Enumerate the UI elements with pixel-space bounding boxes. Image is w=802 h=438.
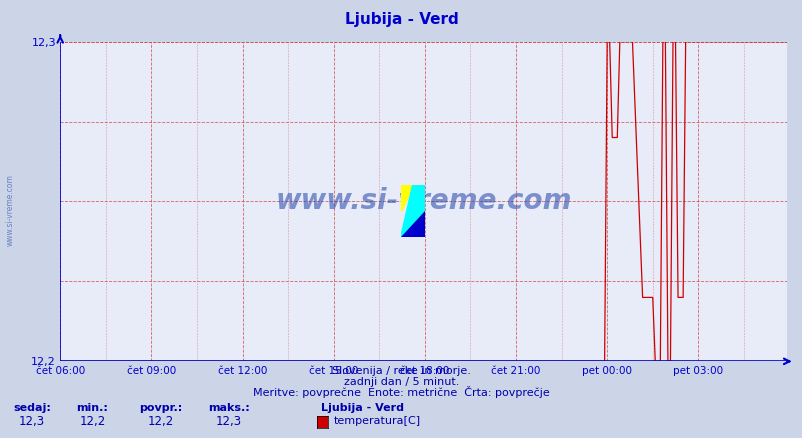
- Text: temperatura[C]: temperatura[C]: [333, 417, 419, 426]
- Text: min.:: min.:: [76, 403, 108, 413]
- Text: 12,3: 12,3: [216, 415, 241, 428]
- Text: Ljubija - Verd: Ljubija - Verd: [344, 12, 458, 27]
- Text: 12,3: 12,3: [19, 415, 45, 428]
- Text: sedaj:: sedaj:: [13, 403, 51, 413]
- Text: www.si-vreme.com: www.si-vreme.com: [6, 174, 15, 246]
- Text: www.si-vreme.com: www.si-vreme.com: [275, 187, 571, 215]
- Polygon shape: [400, 185, 412, 211]
- Text: zadnji dan / 5 minut.: zadnji dan / 5 minut.: [343, 377, 459, 387]
- Text: maks.:: maks.:: [208, 403, 249, 413]
- Text: Ljubija - Verd: Ljubija - Verd: [321, 403, 403, 413]
- Polygon shape: [400, 211, 424, 237]
- Text: 12,2: 12,2: [148, 415, 173, 428]
- Text: 12,2: 12,2: [79, 415, 105, 428]
- Text: povpr.:: povpr.:: [139, 403, 182, 413]
- Text: Meritve: povprečne  Enote: metrične  Črta: povprečje: Meritve: povprečne Enote: metrične Črta:…: [253, 386, 549, 399]
- Polygon shape: [400, 185, 424, 237]
- Text: Slovenija / reke in morje.: Slovenija / reke in morje.: [332, 367, 470, 376]
